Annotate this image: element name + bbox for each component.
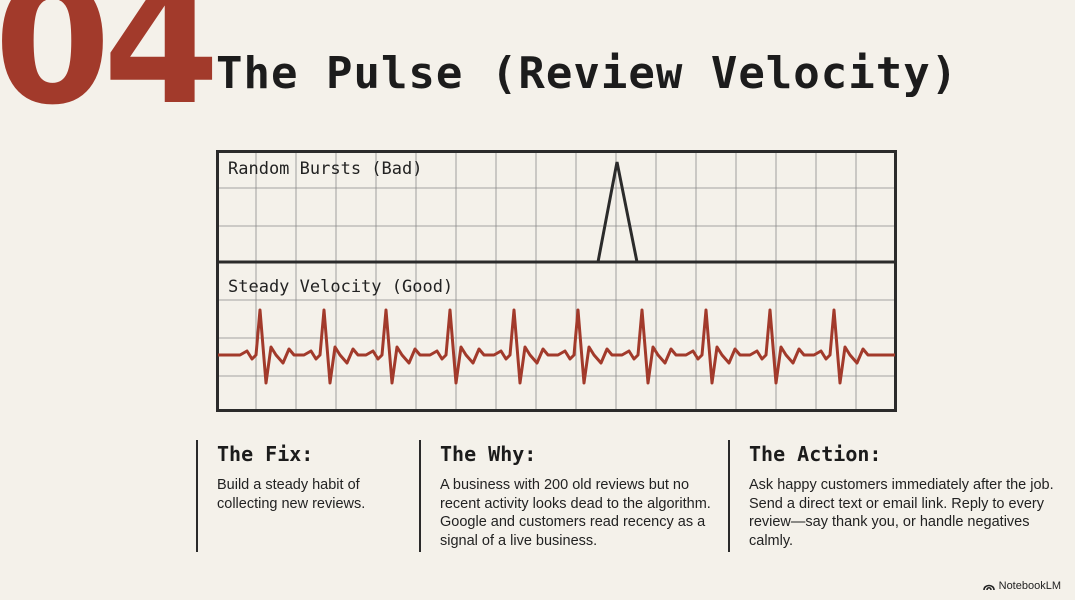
- why-heading: The Why:: [440, 442, 537, 466]
- slide-title: The Pulse (Review Velocity): [216, 48, 959, 99]
- steady-velocity-label: Steady Velocity (Good): [228, 277, 454, 297]
- steady-velocity-line: [218, 308, 895, 385]
- random-bursts-line: [218, 161, 895, 264]
- why-body: A business with 200 old reviews but no r…: [440, 477, 711, 549]
- action-column: The Action: Ask happy customers immediat…: [728, 440, 1069, 552]
- fix-body: Build a steady habit of collecting new r…: [217, 477, 366, 512]
- action-heading: The Action:: [749, 442, 882, 466]
- brand-label: NotebookLM: [998, 580, 1061, 592]
- velocity-diagram-svg: [216, 150, 897, 412]
- brand-watermark: NotebookLM: [982, 580, 1061, 592]
- velocity-diagram: Random Bursts (Bad) Steady Velocity (Goo…: [216, 150, 897, 412]
- why-column: The Why: A business with 200 old reviews…: [419, 440, 730, 552]
- random-bursts-label: Random Bursts (Bad): [228, 159, 423, 179]
- slide-number: 04: [0, 0, 220, 142]
- fix-heading: The Fix:: [217, 442, 314, 466]
- notebooklm-logo-icon: [982, 584, 995, 591]
- action-body: Ask happy customers immediately after th…: [749, 477, 1054, 549]
- fix-column: The Fix: Build a steady habit of collect…: [196, 440, 417, 552]
- diagram-frame: [216, 150, 897, 412]
